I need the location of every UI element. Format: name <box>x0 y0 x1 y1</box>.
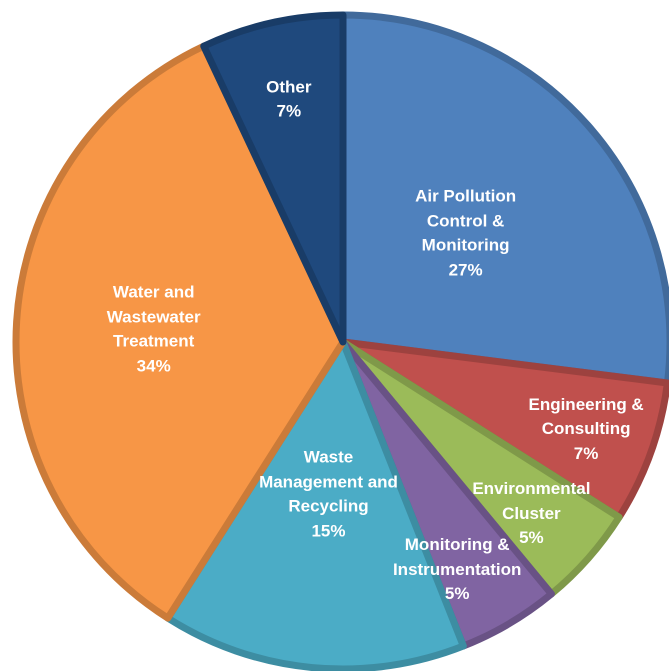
pie-slice-other <box>200 11 347 346</box>
pie-slice-water-wastewater <box>12 42 347 622</box>
pie-slice-engineering-consulting <box>339 338 669 521</box>
pie-slice-air-pollution <box>339 11 669 387</box>
pie-slice-waste-management <box>164 338 467 671</box>
